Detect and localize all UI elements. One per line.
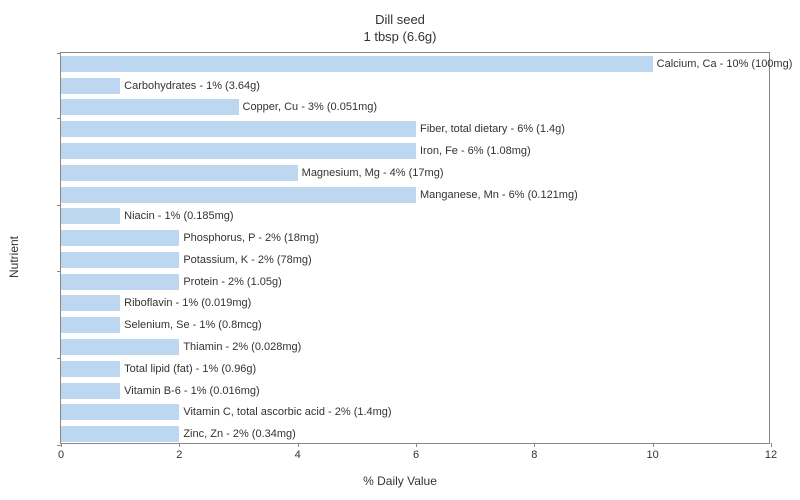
bar-label: Manganese, Mn - 6% (0.121mg)	[416, 187, 578, 203]
bar	[61, 361, 120, 377]
x-tick-mark	[179, 443, 180, 447]
y-tick-mark	[57, 445, 61, 446]
bar-label: Zinc, Zn - 2% (0.34mg)	[179, 426, 295, 442]
bar-label: Selenium, Se - 1% (0.8mcg)	[120, 317, 262, 333]
chart-title: Dill seed 1 tbsp (6.6g)	[0, 0, 800, 46]
bar-label: Vitamin B-6 - 1% (0.016mg)	[120, 383, 260, 399]
bar	[61, 165, 298, 181]
x-tick-label: 2	[176, 449, 182, 461]
bar	[61, 230, 179, 246]
y-tick-mark	[57, 271, 61, 272]
bar-label: Fiber, total dietary - 6% (1.4g)	[416, 121, 565, 137]
bar	[61, 339, 179, 355]
y-tick-mark	[57, 118, 61, 119]
bar	[61, 426, 179, 442]
x-tick-label: 12	[765, 449, 777, 461]
bar-label: Carbohydrates - 1% (3.64g)	[120, 78, 260, 94]
bar-label: Potassium, K - 2% (78mg)	[179, 252, 311, 268]
title-line-2: 1 tbsp (6.6g)	[0, 29, 800, 46]
x-tick-mark	[298, 443, 299, 447]
bar-label: Magnesium, Mg - 4% (17mg)	[298, 165, 444, 181]
x-tick-mark	[534, 443, 535, 447]
bar-label: Total lipid (fat) - 1% (0.96g)	[120, 361, 256, 377]
bar	[61, 121, 416, 137]
bar-label: Riboflavin - 1% (0.019mg)	[120, 295, 251, 311]
x-tick-label: 10	[647, 449, 659, 461]
title-line-1: Dill seed	[0, 12, 800, 29]
bar	[61, 187, 416, 203]
bar-label: Phosphorus, P - 2% (18mg)	[179, 230, 319, 246]
y-tick-mark	[57, 53, 61, 54]
bar	[61, 274, 179, 290]
bar	[61, 383, 120, 399]
x-tick-label: 8	[531, 449, 537, 461]
bar	[61, 56, 653, 72]
bar	[61, 252, 179, 268]
bar-label: Iron, Fe - 6% (1.08mg)	[416, 143, 531, 159]
bar	[61, 143, 416, 159]
x-axis-label: % Daily Value	[363, 474, 437, 488]
x-tick-mark	[61, 443, 62, 447]
x-tick-mark	[416, 443, 417, 447]
bar	[61, 295, 120, 311]
bar-label: Calcium, Ca - 10% (100mg)	[653, 56, 793, 72]
bar	[61, 99, 239, 115]
chart-container: Dill seed 1 tbsp (6.6g) Nutrient Calcium…	[0, 0, 800, 500]
y-axis-label: Nutrient	[7, 236, 21, 278]
bar-label: Copper, Cu - 3% (0.051mg)	[239, 99, 378, 115]
bar	[61, 208, 120, 224]
x-tick-label: 0	[58, 449, 64, 461]
x-tick-mark	[771, 443, 772, 447]
bar-label: Protein - 2% (1.05g)	[179, 274, 281, 290]
bar	[61, 317, 120, 333]
plot-area: Calcium, Ca - 10% (100mg)Carbohydrates -…	[60, 52, 770, 444]
x-tick-mark	[653, 443, 654, 447]
bar-label: Niacin - 1% (0.185mg)	[120, 208, 233, 224]
x-tick-label: 6	[413, 449, 419, 461]
bar	[61, 404, 179, 420]
bar	[61, 78, 120, 94]
y-tick-mark	[57, 205, 61, 206]
x-tick-label: 4	[295, 449, 301, 461]
bar-label: Thiamin - 2% (0.028mg)	[179, 339, 301, 355]
y-tick-mark	[57, 358, 61, 359]
bar-label: Vitamin C, total ascorbic acid - 2% (1.4…	[179, 404, 391, 420]
